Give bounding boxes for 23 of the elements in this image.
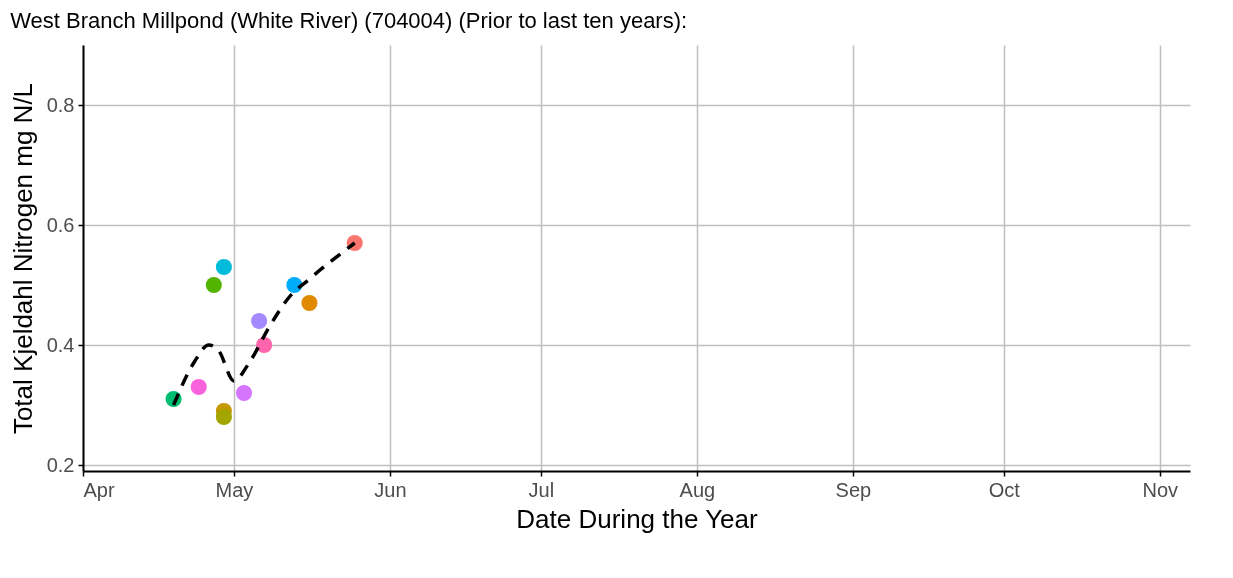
point bbox=[235, 384, 253, 402]
x-tick-label: Aug bbox=[679, 478, 716, 501]
point bbox=[190, 378, 207, 396]
x-tick-label: Oct bbox=[988, 478, 1021, 501]
x-tick-label: Sep bbox=[835, 478, 872, 501]
x-axis-title: Date During the Year bbox=[516, 503, 759, 534]
x-tick-label: Apr bbox=[83, 478, 115, 501]
y-tick-label: 0.4 bbox=[46, 333, 75, 356]
point bbox=[301, 294, 318, 312]
point bbox=[215, 258, 232, 276]
x-tick-label: May bbox=[215, 478, 254, 501]
y-tick-label: 0.8 bbox=[46, 93, 75, 116]
y-tick-label: 0.2 bbox=[46, 453, 75, 476]
chart-title: West Branch Millpond (White River) (704004) (Prior to last ten years): bbox=[10, 8, 688, 33]
x-tick-label: Nov bbox=[1142, 478, 1179, 501]
point bbox=[205, 276, 222, 294]
point bbox=[215, 408, 232, 426]
y-tick-label: 0.6 bbox=[46, 213, 75, 236]
point bbox=[256, 336, 273, 354]
x-tick-label: Jun bbox=[374, 478, 407, 501]
point bbox=[251, 312, 268, 330]
x-tick-label: Jul bbox=[528, 478, 555, 501]
y-axis-title: Total Kjeldahl Nitrogen mg N/L bbox=[7, 82, 38, 435]
